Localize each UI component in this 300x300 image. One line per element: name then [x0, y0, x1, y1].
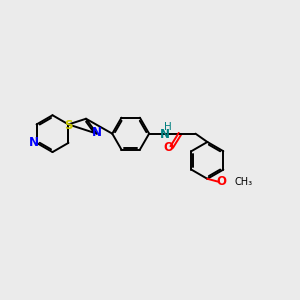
Text: CH₃: CH₃: [234, 177, 252, 187]
Text: H: H: [164, 122, 171, 132]
Text: O: O: [216, 175, 226, 188]
Text: N: N: [160, 128, 170, 141]
Text: N: N: [28, 136, 39, 149]
Text: N: N: [92, 126, 102, 139]
Text: S: S: [64, 119, 73, 132]
Text: O: O: [163, 140, 173, 154]
